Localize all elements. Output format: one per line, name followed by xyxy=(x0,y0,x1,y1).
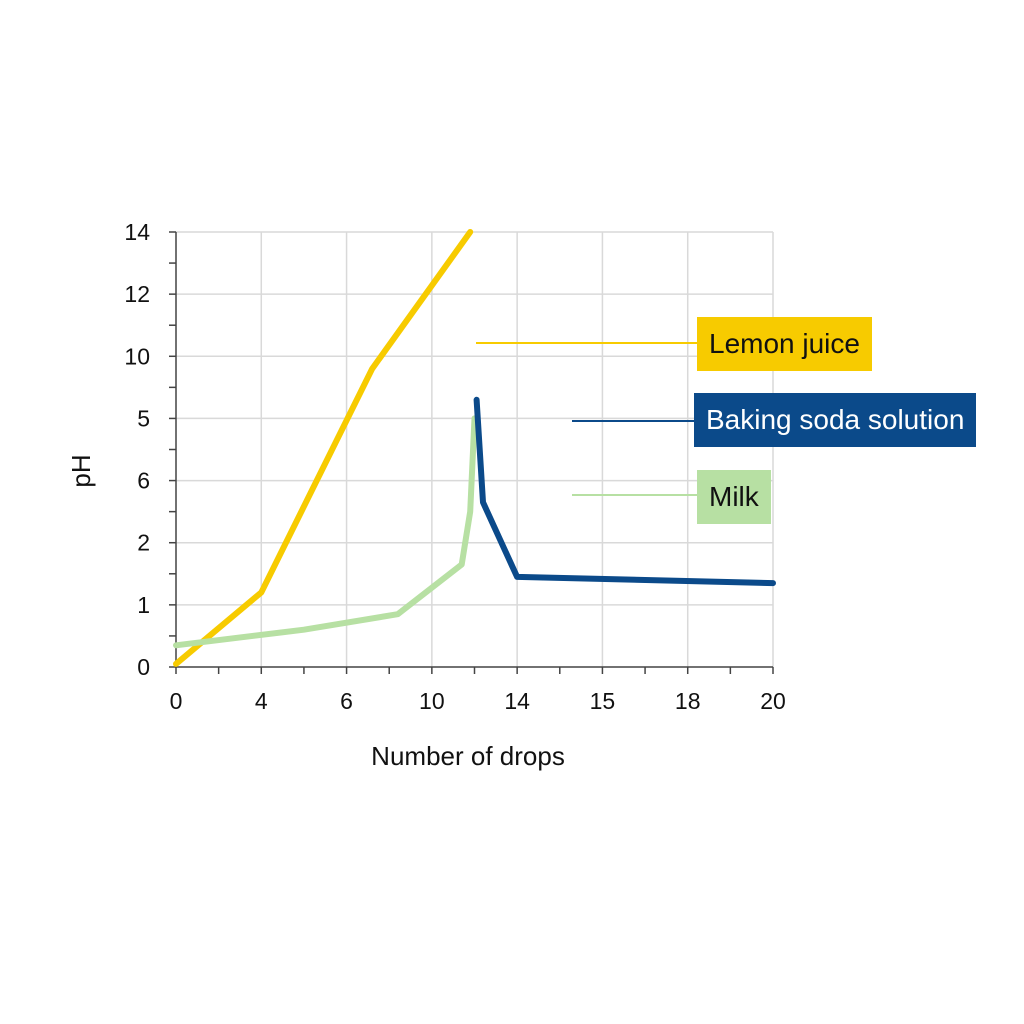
x-tick-label: 6 xyxy=(340,688,353,714)
y-tick-label: 5 xyxy=(137,405,150,431)
axes xyxy=(169,231,774,674)
x-tick-label: 20 xyxy=(760,688,786,714)
legend-item-milk: Milk xyxy=(697,470,771,524)
legend-connectors xyxy=(476,342,697,496)
y-tick-label: 14 xyxy=(124,219,150,245)
x-tick-label: 14 xyxy=(504,688,530,714)
x-axis-title: Number of drops xyxy=(371,741,565,771)
y-tick-label: 12 xyxy=(124,281,150,307)
y-tick-label: 0 xyxy=(137,654,150,680)
y-axis-title: pH xyxy=(66,454,96,487)
legend-item-baking-soda-solution: Baking soda solution xyxy=(694,393,977,447)
x-tick-label: 18 xyxy=(675,688,701,714)
x-tick-label: 10 xyxy=(419,688,445,714)
x-tick-label: 15 xyxy=(590,688,616,714)
y-tick-label: 6 xyxy=(137,468,150,494)
grid xyxy=(176,231,774,667)
legend-item-lemon-juice: Lemon juice xyxy=(697,317,872,371)
y-tick-label: 1 xyxy=(137,592,150,618)
y-tick-label: 2 xyxy=(137,530,150,556)
x-tick-label: 4 xyxy=(255,688,268,714)
series-line-milk xyxy=(173,415,478,649)
series-line-baking-soda-solution xyxy=(473,396,776,587)
series-lines xyxy=(173,229,776,667)
y-tick-label: 10 xyxy=(124,343,150,369)
x-tick-label: 0 xyxy=(170,688,183,714)
series-line-lemon-juice xyxy=(173,229,474,667)
